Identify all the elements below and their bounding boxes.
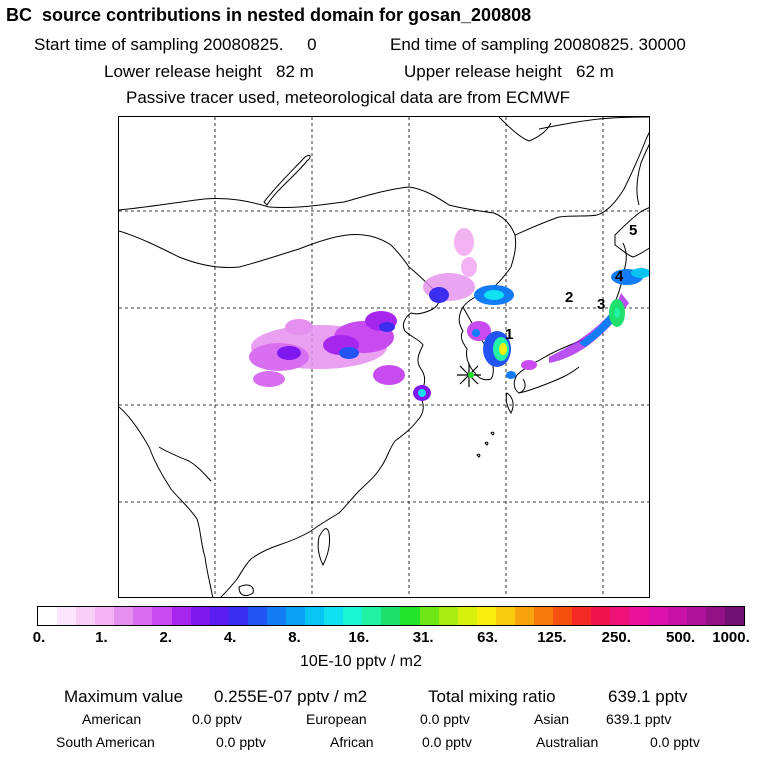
colorbar-cell [76,607,96,625]
south-american-label: South American [56,734,155,750]
colorbar-cell [610,607,630,625]
colorbar-tick-label: 2. [159,629,172,646]
receptor-dot [468,372,474,378]
african-value: 0.0 pptv [422,734,472,750]
colorbar-cell [534,607,554,625]
colorbar-cell [266,607,287,625]
plot-title: BC source contributions in nested domain… [6,5,532,25]
colorbar-cell [400,607,420,625]
colorbar-tick-label: 0. [32,629,46,646]
colorbar-tick-label: 31. [412,629,434,646]
colorbar-cell [38,607,58,625]
colorbar-cell [324,607,344,625]
asian-value: 639.1 pptv [606,711,672,727]
colorbar-cell [114,607,134,625]
colorbar-cell [705,607,725,625]
colorbar-cell [419,607,439,625]
colorbar-cell [343,607,363,625]
colorbar [37,606,745,626]
start-time-label: Start time of sampling 20080825. 0 [34,35,317,54]
south-american-value: 0.0 pptv [216,734,266,750]
colorbar-cell [495,607,515,625]
colorbar-cell [305,607,325,625]
colorbar-tick-label: 16. [348,629,370,646]
colorbar-tick-label: 125. [537,629,567,646]
asian-label: Asian [534,711,570,727]
colorbar-cell [190,607,210,625]
colorbar-cell [648,607,668,625]
tracer-note: Passive tracer used, meteorological data… [126,88,571,107]
colorbar-cell [572,607,592,625]
region-label-3: 3 [597,296,605,313]
region-label-2: 2 [565,289,573,306]
colorbar-tick-label: 8. [288,629,301,646]
european-value: 0.0 pptv [420,711,470,727]
colorbar-cell [553,607,573,625]
american-label: American [82,711,142,727]
colorbar-cell [591,607,611,625]
colorbar-cell [514,607,535,625]
colorbar-cell [286,607,306,625]
european-label: European [306,711,367,727]
colorbar-tick-label: 4. [223,629,237,646]
region-label-group: 1 2 3 4 5 [505,222,637,343]
colorbar-cell [133,607,153,625]
end-time-label: End time of sampling 20080825. 30000 [390,35,686,54]
max-value-label: Maximum value [64,687,184,706]
colorbar-tick-label: 1. [95,629,108,646]
colorbar-cell [171,607,191,625]
upper-release-label: Upper release height 62 m [404,62,614,81]
colorbar-cell [457,607,477,625]
colorbar-tick-label: 63. [477,629,498,646]
australian-value: 0.0 pptv [650,734,700,750]
concentration-field [249,228,649,401]
map-panel: 1 2 3 4 5 [118,116,650,598]
colorbar-cell [247,607,267,625]
colorbar-units: 10E-10 pptv / m2 [300,653,422,670]
colorbar-tick-label: 1000. [712,629,750,646]
colorbar-cell [152,607,172,625]
colorbar-cell [438,607,458,625]
max-value: 0.255E-07 pptv / m2 [214,687,368,706]
australian-label: Australian [536,734,599,750]
total-mixing-value: 639.1 pptv [608,687,688,706]
african-label: African [330,734,374,750]
colorbar-tick-label: 250. [601,629,631,646]
colorbar-tick-label: 500. [666,629,696,646]
total-mixing-label: Total mixing ratio [428,687,556,706]
colorbar-cell [362,607,382,625]
colorbar-cell [686,607,706,625]
american-value: 0.0 pptv [192,711,242,727]
lower-release-label: Lower release height 82 m [104,62,314,81]
region-label-5: 5 [629,222,637,239]
colorbar-cell [667,607,687,625]
colorbar-cell [724,607,744,625]
map-canvas: 1 2 3 4 5 [119,117,649,597]
region-label-4: 4 [615,268,624,285]
colorbar-cell [476,607,496,625]
colorbar-cell [228,607,248,625]
region-label-1: 1 [505,326,513,343]
colorbar-cell [95,607,115,625]
colorbar-cell [381,607,401,625]
colorbar-cell [57,607,77,625]
colorbar-cell [629,607,649,625]
coastlines [119,117,649,597]
colorbar-cell [209,607,229,625]
